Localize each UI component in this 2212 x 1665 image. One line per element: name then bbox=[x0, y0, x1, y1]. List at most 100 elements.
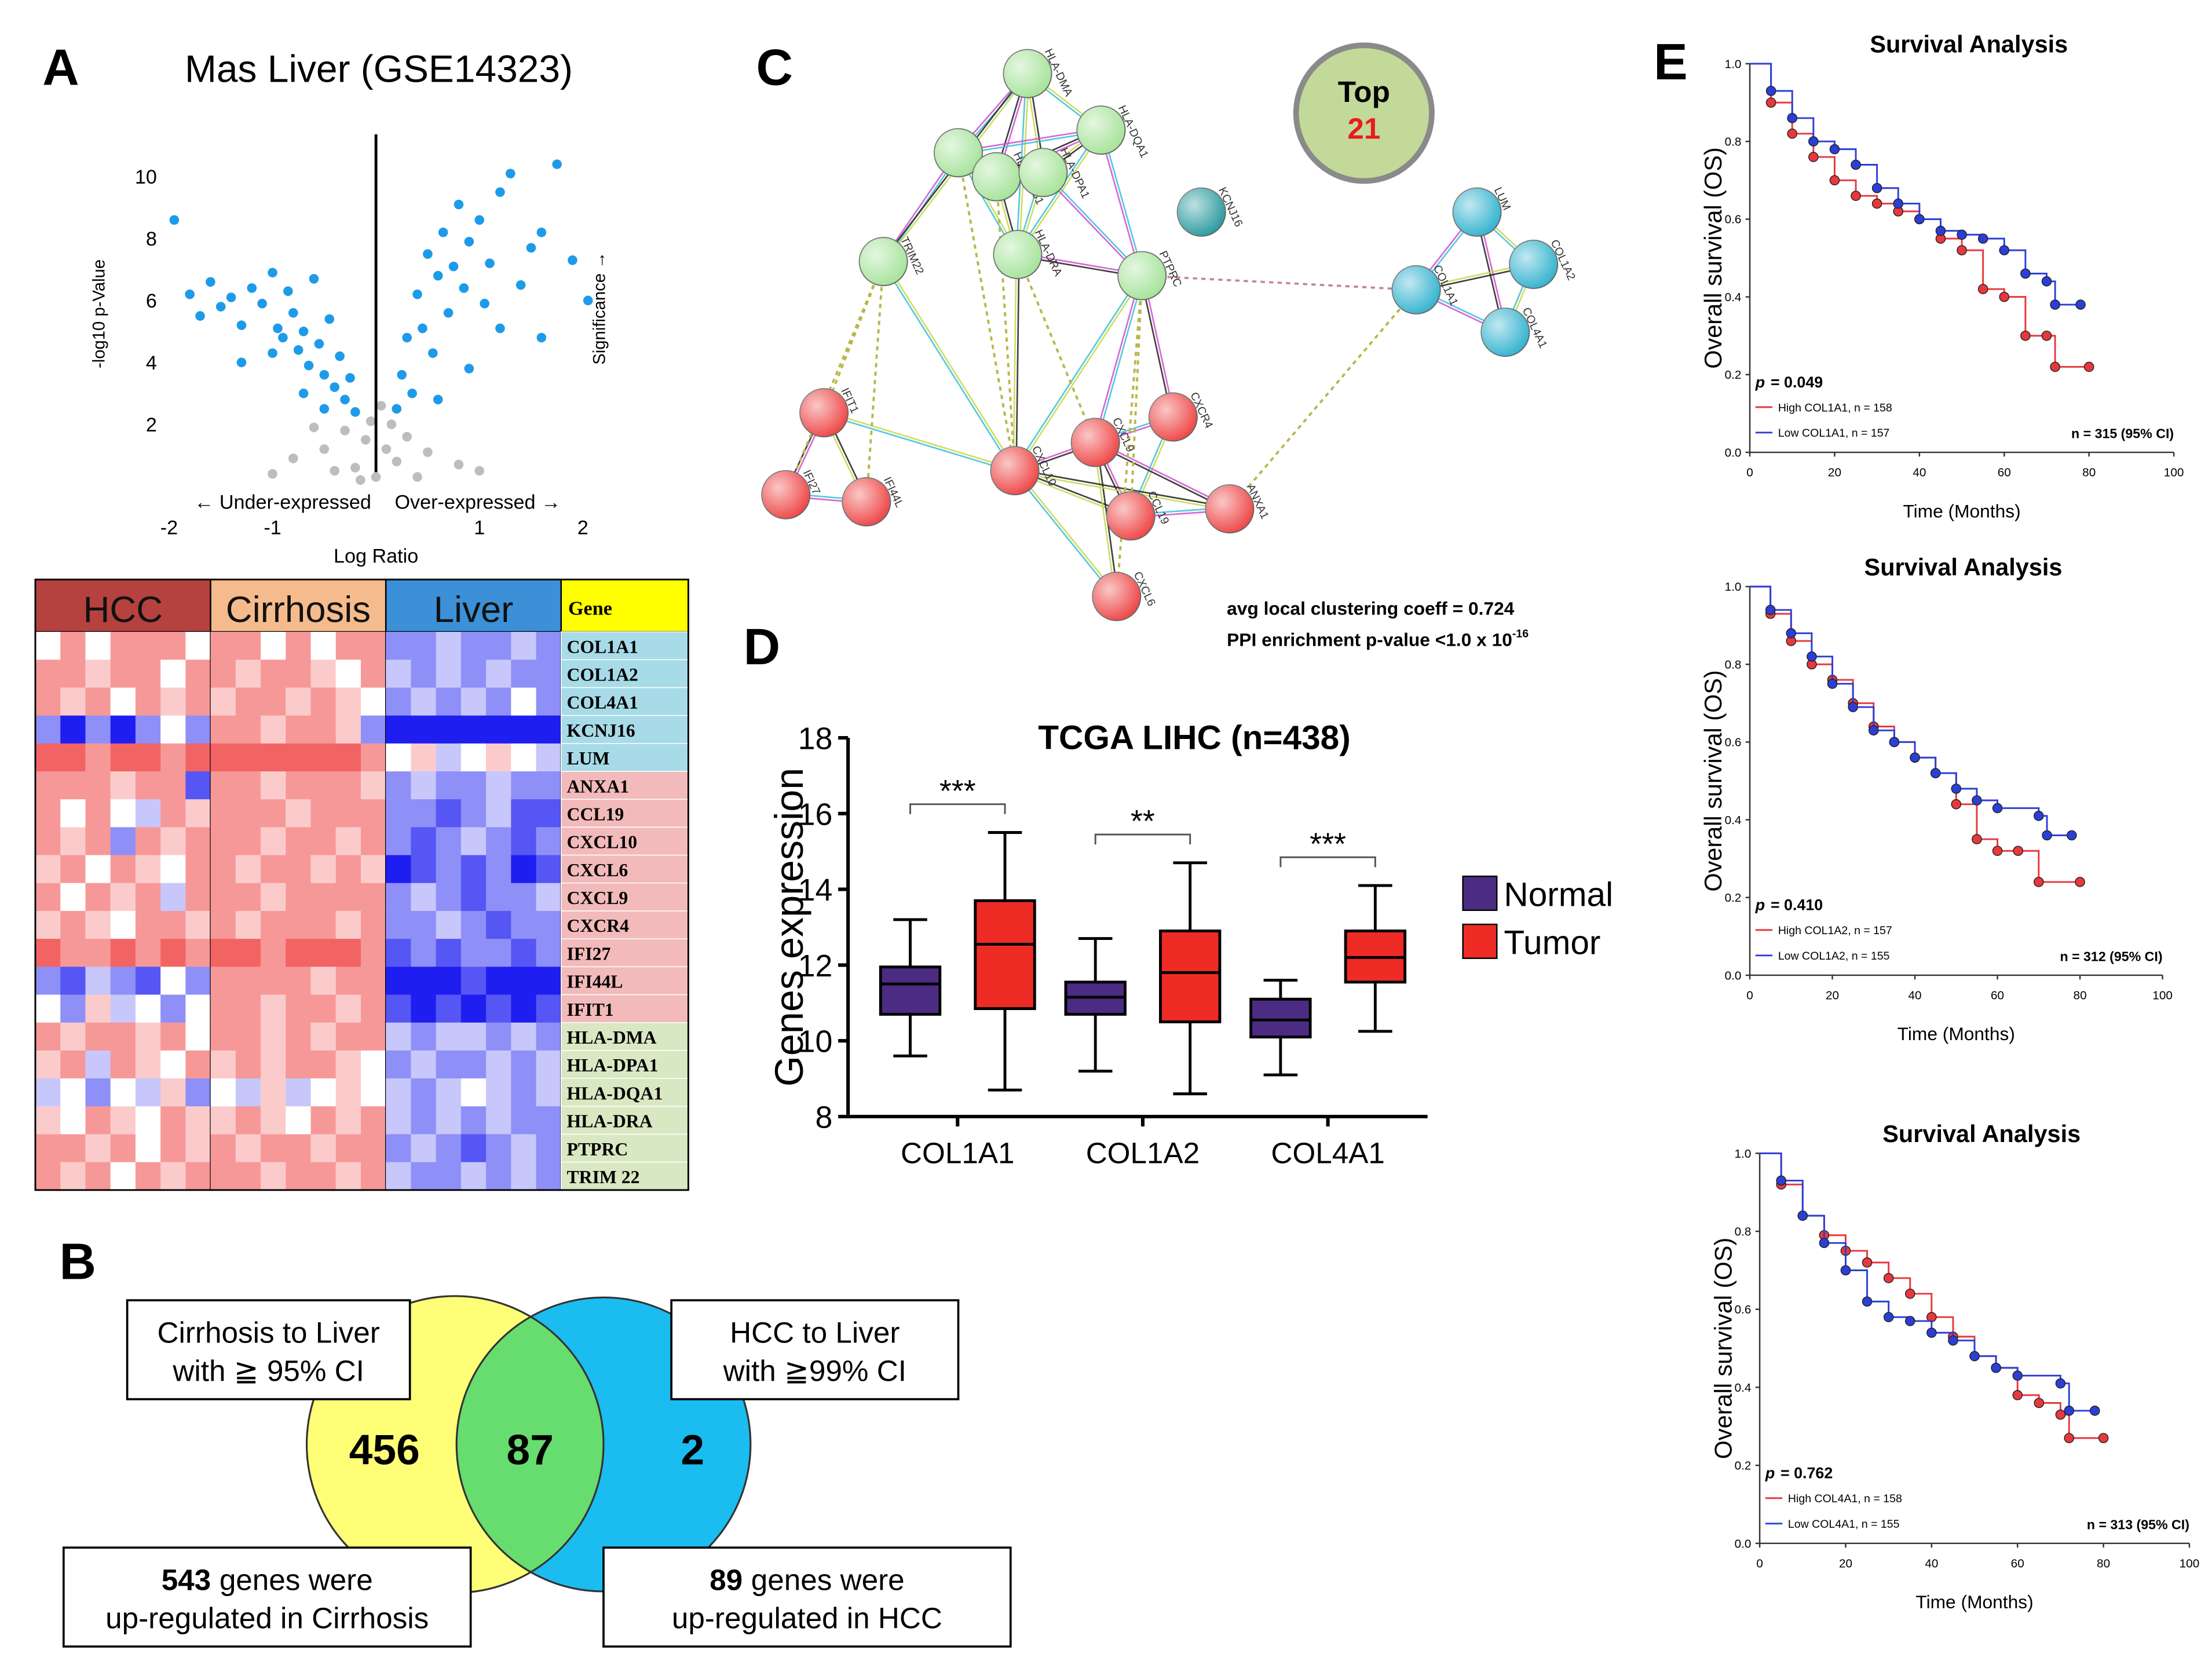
p-symbol: p bbox=[1755, 374, 1765, 391]
heat-cell bbox=[310, 1078, 337, 1107]
heat-cell bbox=[60, 1078, 86, 1107]
censor-mark bbox=[1765, 605, 1776, 615]
heat-cell bbox=[460, 771, 487, 800]
heat-cell bbox=[35, 939, 61, 968]
significance-label: *** bbox=[939, 774, 976, 808]
node-shine bbox=[842, 477, 891, 526]
censor-mark bbox=[1969, 1351, 1980, 1362]
heat-cell bbox=[310, 771, 337, 800]
gene-label: COL4A1 bbox=[567, 693, 638, 713]
edge bbox=[1015, 469, 1230, 508]
point bbox=[340, 426, 350, 436]
point bbox=[433, 394, 443, 405]
heat-cell bbox=[60, 743, 86, 772]
point bbox=[215, 302, 226, 312]
heat-cell bbox=[386, 743, 412, 772]
heat-cell bbox=[235, 743, 261, 772]
point bbox=[309, 422, 319, 433]
heat-cell bbox=[335, 1134, 361, 1163]
heat-cell bbox=[286, 1134, 312, 1163]
heat-cell bbox=[386, 910, 412, 939]
censor-mark bbox=[2041, 330, 2052, 341]
heat-cell bbox=[261, 883, 287, 912]
heat-cell bbox=[386, 827, 412, 856]
heat-cell bbox=[411, 1050, 437, 1079]
heat-cell bbox=[160, 1106, 187, 1135]
censor-mark bbox=[2034, 811, 2044, 821]
heat-cell bbox=[436, 883, 462, 912]
node-shine bbox=[1077, 106, 1125, 155]
heat-cell bbox=[536, 743, 562, 772]
gene-label: KCNJ16 bbox=[567, 720, 635, 741]
heat-cell bbox=[261, 939, 287, 968]
heat-cell bbox=[35, 631, 61, 660]
heat-cell bbox=[436, 715, 462, 744]
heat-cell bbox=[60, 1050, 86, 1079]
chart-title: TCGA LIHC (n=438) bbox=[1038, 719, 1350, 757]
censor-mark bbox=[1808, 152, 1819, 162]
x-axis-label: Time (Months) bbox=[1897, 1023, 2015, 1044]
heat-cell bbox=[536, 1050, 562, 1079]
censor-mark bbox=[1972, 795, 1982, 806]
censor-mark bbox=[1972, 834, 1982, 844]
censor-mark bbox=[1871, 182, 1882, 193]
point bbox=[319, 444, 330, 454]
heat-cell bbox=[360, 967, 386, 996]
point bbox=[454, 199, 464, 210]
point bbox=[495, 187, 505, 197]
heat-cell bbox=[436, 1106, 462, 1135]
gene-cell bbox=[561, 771, 689, 800]
panel-label: B bbox=[59, 1233, 96, 1290]
heat-cell bbox=[261, 687, 287, 716]
heat-cell bbox=[210, 855, 236, 884]
note-box bbox=[62, 1546, 472, 1648]
significance-bracket bbox=[1279, 856, 1376, 868]
heat-cell bbox=[135, 967, 161, 996]
point bbox=[464, 364, 474, 374]
heat-cell bbox=[286, 994, 312, 1023]
y-tick-label: 0.4 bbox=[1725, 291, 1742, 304]
heat-cell bbox=[460, 855, 487, 884]
heat-cell bbox=[261, 771, 287, 800]
heat-cell bbox=[335, 827, 361, 856]
gene-label: HLA-DPA1 bbox=[567, 1055, 659, 1075]
legend-swatch bbox=[1462, 923, 1498, 959]
heat-cell bbox=[261, 660, 287, 689]
censor-mark bbox=[1765, 86, 1776, 96]
heat-cell bbox=[335, 1050, 361, 1079]
gene-cell bbox=[561, 910, 689, 939]
censor-mark bbox=[1904, 1289, 1915, 1299]
y-tick-label: 0.6 bbox=[1725, 736, 1742, 749]
heat-cell bbox=[210, 1106, 236, 1135]
gene-header-label: Gene bbox=[568, 598, 612, 620]
heat-cell bbox=[335, 1162, 361, 1191]
point bbox=[386, 419, 397, 430]
censor-mark bbox=[2075, 877, 2085, 887]
heat-cell bbox=[536, 715, 562, 744]
point bbox=[309, 274, 319, 284]
x-tick-label: 0 bbox=[1746, 466, 1753, 480]
heat-cell bbox=[185, 1050, 211, 1079]
heat-cell bbox=[235, 883, 261, 912]
censor-mark bbox=[1829, 175, 1840, 186]
point bbox=[319, 404, 330, 414]
heat-cell bbox=[261, 1078, 287, 1107]
heat-cell bbox=[210, 967, 236, 996]
edge bbox=[1096, 276, 1145, 444]
box bbox=[974, 899, 1036, 1011]
censor-mark bbox=[2020, 330, 2031, 341]
point bbox=[433, 270, 443, 281]
censor-mark bbox=[1999, 291, 2010, 302]
heat-cell bbox=[185, 715, 211, 744]
heat-cell bbox=[235, 771, 261, 800]
gene-label: PTPRC bbox=[567, 1139, 628, 1159]
heat-cell bbox=[135, 799, 161, 828]
gene-label: CCL19 bbox=[567, 804, 624, 824]
edge bbox=[1095, 440, 1231, 508]
edge bbox=[1015, 276, 1144, 472]
heat-cell bbox=[185, 1022, 211, 1051]
censor-mark bbox=[2050, 361, 2060, 372]
heat-cell bbox=[411, 910, 437, 939]
heat-cell bbox=[386, 1050, 412, 1079]
heat-cell bbox=[160, 855, 187, 884]
